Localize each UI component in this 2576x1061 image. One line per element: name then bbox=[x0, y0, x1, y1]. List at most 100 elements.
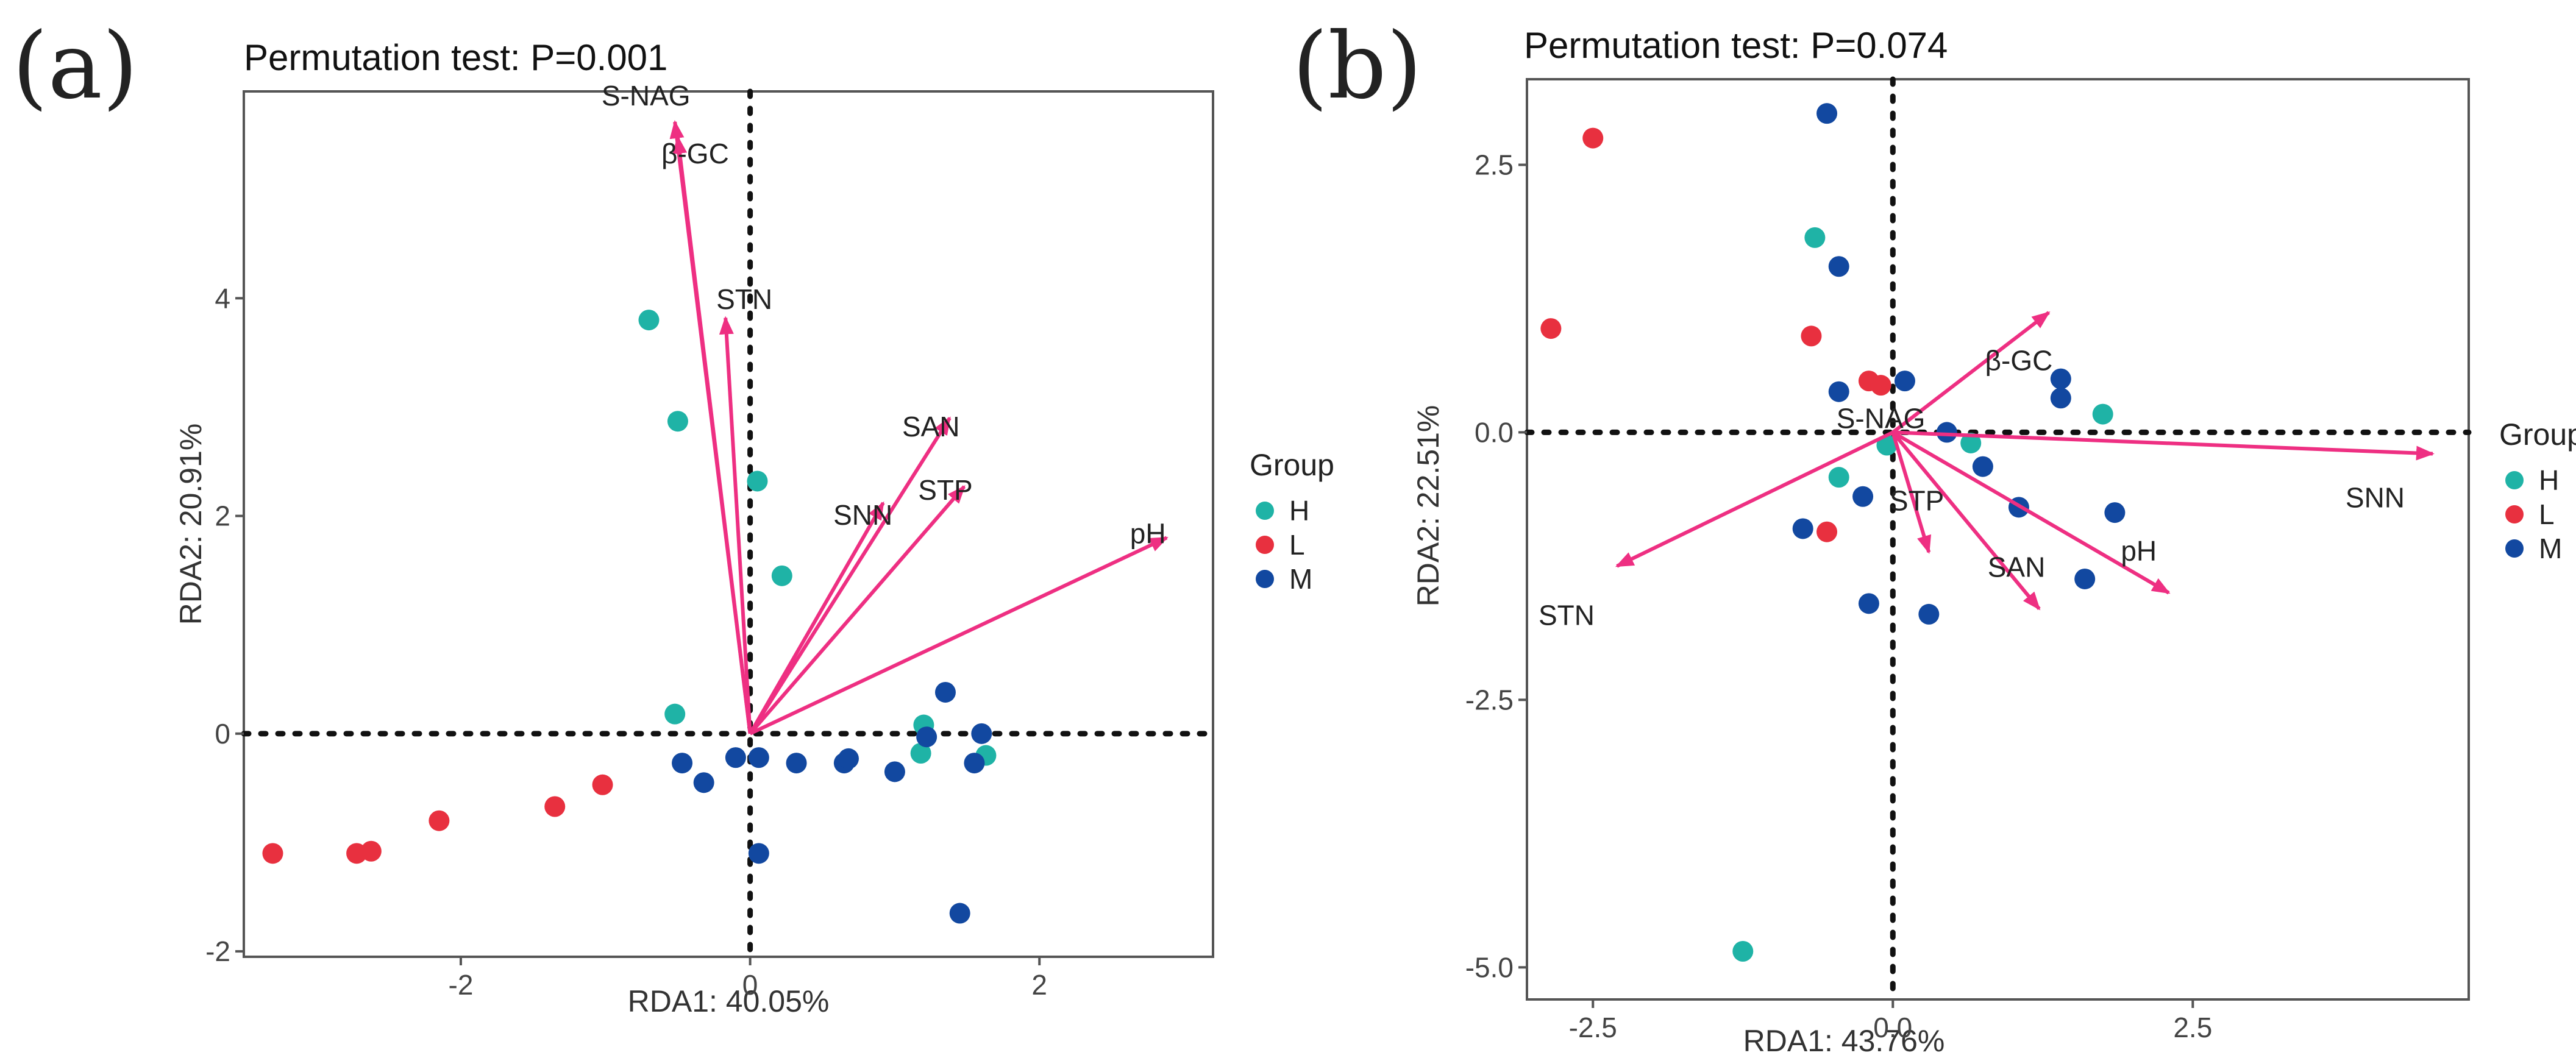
point-group-M bbox=[964, 753, 985, 774]
vector-arrow-SNN bbox=[748, 501, 885, 735]
panel-b-legend: Group HLM bbox=[2499, 417, 2576, 564]
point-group-H bbox=[664, 703, 686, 725]
panel-b: (b) Permutation test: P=0.074 RDA1: 43.7… bbox=[1292, 13, 2576, 1058]
vector-label: pH bbox=[1130, 517, 1166, 549]
point-group-M bbox=[2050, 388, 2071, 409]
vector-label: SNN bbox=[833, 499, 892, 531]
point-group-M bbox=[1828, 256, 1849, 277]
point-group-M bbox=[2104, 502, 2126, 523]
y-tick-label: 0 bbox=[215, 718, 230, 750]
vector-label: pH bbox=[2121, 535, 2157, 567]
point-group-M bbox=[838, 748, 859, 769]
legend-label-M: M bbox=[1289, 563, 1312, 595]
vector-arrow-STN bbox=[1615, 430, 1894, 568]
legend-label-L: L bbox=[1289, 529, 1305, 561]
y-tick-label: -2 bbox=[205, 935, 230, 967]
point-group-M bbox=[916, 726, 938, 748]
point-group-M bbox=[1972, 456, 1993, 477]
point-group-L bbox=[1870, 375, 1891, 396]
vector-arrow-pH bbox=[749, 536, 1169, 736]
point-group-H bbox=[747, 470, 768, 492]
point-group-M bbox=[1918, 603, 1940, 625]
point-group-M bbox=[725, 747, 746, 768]
vector-label: SAN bbox=[1988, 551, 2046, 583]
panel-a-xlabel: RDA1: 40.05% bbox=[628, 984, 830, 1018]
panel-b-plot: -2.5 0.0 2.5 -5.0 -2.5 0.0 2.5 β-GC S-NAG SNN STN S… bbox=[1465, 76, 2472, 1043]
vector-label: S-NAG bbox=[602, 80, 691, 112]
panel-a-legend: Group HLM bbox=[1250, 448, 1334, 595]
y-tick-label: -5.0 bbox=[1465, 951, 1514, 983]
legend-label-L: L bbox=[2539, 499, 2555, 530]
vector-label: β-GC bbox=[1985, 345, 2053, 377]
point-group-H bbox=[638, 310, 660, 331]
vector-arrow-pH bbox=[1891, 430, 2171, 595]
point-group-L bbox=[544, 796, 566, 817]
x-tick-label: -2 bbox=[449, 969, 474, 1001]
x-tick-label: 0.0 bbox=[1873, 1012, 1912, 1043]
vector-label: S-NAG bbox=[1837, 402, 1926, 434]
legend-label-H: H bbox=[1289, 495, 1309, 527]
panel-a-plot: -2 0 2 -2 0 2 4 S-NAG β-GC STN SAN SNN STP pH bbox=[205, 80, 1216, 1001]
point-group-M bbox=[1852, 486, 1874, 507]
point-group-M bbox=[949, 903, 970, 924]
y-tick-label: 4 bbox=[215, 282, 230, 314]
point-group-L bbox=[262, 843, 283, 864]
legend-key-M bbox=[2505, 539, 2524, 558]
vector-label: STN bbox=[1539, 599, 1595, 631]
legend-label-M: M bbox=[2539, 533, 2562, 564]
panel-a-title: Permutation test: P=0.001 bbox=[244, 37, 667, 78]
point-group-M bbox=[1816, 103, 1838, 124]
point-group-M bbox=[748, 843, 769, 864]
legend-key-L bbox=[2505, 505, 2524, 523]
vector-label: STN bbox=[716, 283, 772, 315]
point-group-H bbox=[1732, 940, 1754, 962]
point-group-L bbox=[592, 774, 613, 795]
point-group-L bbox=[1801, 325, 1822, 347]
legend-title: Group bbox=[2499, 417, 2576, 452]
legend-key-M bbox=[1256, 570, 1274, 588]
x-tick-label: 2.5 bbox=[2173, 1012, 2212, 1043]
vector-arrow-β-GC bbox=[1891, 311, 2051, 434]
x-tick-label: -2.5 bbox=[1569, 1012, 1617, 1043]
panel-a-ylabel: RDA2: 20.91% bbox=[174, 424, 208, 625]
point-group-H bbox=[2092, 403, 2113, 425]
point-group-M bbox=[934, 681, 956, 703]
point-group-H bbox=[771, 565, 792, 586]
point-group-H bbox=[667, 411, 688, 432]
legend-key-L bbox=[1256, 536, 1274, 554]
legend-title: Group bbox=[1250, 448, 1334, 482]
y-tick-label: -2.5 bbox=[1465, 684, 1514, 715]
point-group-L bbox=[1816, 521, 1838, 542]
panel-b-title: Permutation test: P=0.074 bbox=[1524, 25, 1948, 66]
x-tick-label: 0 bbox=[742, 969, 758, 1001]
panel-a-letter: (a) bbox=[12, 13, 138, 119]
point-group-H bbox=[1876, 435, 1898, 456]
vector-arrow-STN bbox=[719, 316, 752, 734]
point-group-M bbox=[1936, 422, 1957, 443]
point-group-H bbox=[910, 742, 931, 764]
vector-arrow-STP bbox=[749, 485, 966, 735]
vector-label: β-GC bbox=[661, 138, 729, 169]
point-group-M bbox=[1858, 593, 1879, 614]
x-tick-label: 2 bbox=[1031, 969, 1047, 1001]
vector-arrow-SAN bbox=[1891, 431, 2041, 611]
point-group-L bbox=[429, 810, 450, 831]
vector-label: SAN bbox=[902, 411, 960, 442]
legend-key-H bbox=[2505, 471, 2524, 489]
panel-a: (a) Permutation test: P=0.001 RDA1: 40.0… bbox=[12, 13, 1334, 1018]
vector-label: STP bbox=[918, 474, 972, 506]
y-tick-label: 2.5 bbox=[1475, 149, 1514, 180]
point-group-H bbox=[1828, 467, 1849, 488]
point-group-M bbox=[2074, 568, 2096, 589]
panel-b-xlabel: RDA1: 43.76% bbox=[1743, 1024, 1945, 1058]
point-group-M bbox=[1792, 518, 1813, 539]
vector-label: STP bbox=[1890, 485, 1944, 517]
point-group-H bbox=[1960, 432, 1982, 453]
point-group-M bbox=[748, 747, 769, 768]
y-tick-label: 0.0 bbox=[1475, 416, 1514, 448]
vector-arrow-β-GC bbox=[672, 135, 752, 734]
point-group-H bbox=[1804, 227, 1826, 248]
point-group-M bbox=[884, 761, 905, 782]
point-group-L bbox=[1582, 127, 1604, 149]
